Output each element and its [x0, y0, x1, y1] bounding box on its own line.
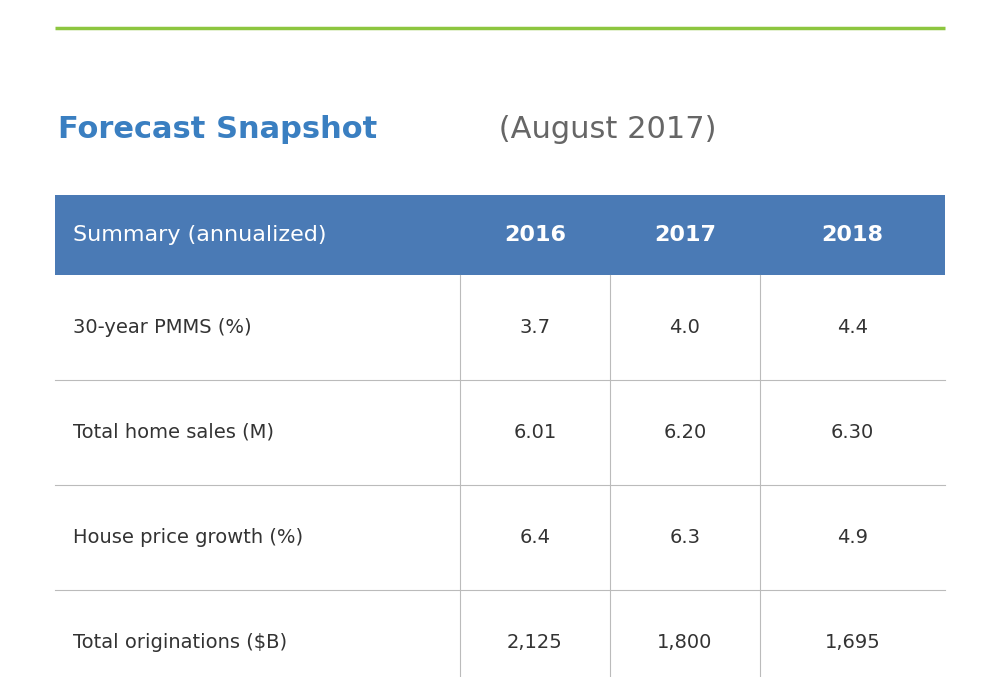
- Text: Total originations ($B): Total originations ($B): [73, 633, 287, 652]
- Text: 2,125: 2,125: [507, 633, 563, 652]
- Text: 2016: 2016: [504, 225, 566, 245]
- Text: 2018: 2018: [822, 225, 884, 245]
- Text: Summary (annualized): Summary (annualized): [73, 225, 326, 245]
- Text: 1,695: 1,695: [825, 633, 880, 652]
- Text: 3.7: 3.7: [520, 318, 550, 337]
- Text: 6.20: 6.20: [663, 423, 707, 442]
- Text: Forecast Snapshot: Forecast Snapshot: [58, 116, 377, 144]
- Text: 6.3: 6.3: [670, 528, 700, 547]
- Bar: [55, 195, 945, 275]
- Text: (August 2017): (August 2017): [489, 116, 717, 144]
- Text: 6.4: 6.4: [520, 528, 550, 547]
- Text: 4.4: 4.4: [837, 318, 868, 337]
- Text: 2017: 2017: [654, 225, 716, 245]
- Text: Total home sales (M): Total home sales (M): [73, 423, 274, 442]
- Text: 6.30: 6.30: [831, 423, 874, 442]
- Text: House price growth (%): House price growth (%): [73, 528, 303, 547]
- Text: 30-year PMMS (%): 30-year PMMS (%): [73, 318, 252, 337]
- Text: 6.01: 6.01: [513, 423, 557, 442]
- Text: 1,800: 1,800: [657, 633, 713, 652]
- Text: 4.9: 4.9: [837, 528, 868, 547]
- Text: 4.0: 4.0: [670, 318, 700, 337]
